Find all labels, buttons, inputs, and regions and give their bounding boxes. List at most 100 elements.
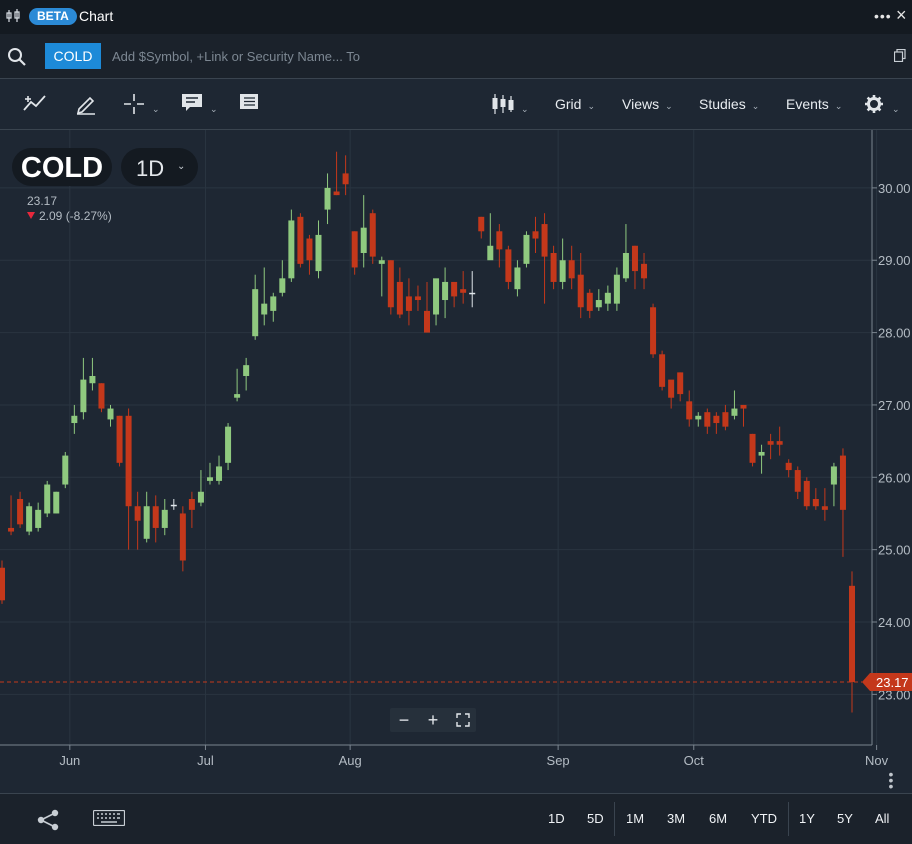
candle — [26, 502, 33, 536]
candle — [378, 256, 385, 297]
range-5d[interactable]: 5D — [587, 811, 604, 826]
candle-body — [234, 394, 241, 398]
candle-body — [713, 415, 720, 424]
candle-body — [785, 462, 792, 471]
candle — [98, 383, 105, 413]
search-input[interactable] — [104, 43, 450, 69]
candle-body — [387, 260, 394, 308]
search-icon[interactable] — [7, 47, 27, 67]
candle — [134, 491, 141, 550]
chevron-down-icon[interactable]: ⌄ — [521, 104, 529, 114]
candle-body — [261, 303, 268, 315]
candle — [740, 404, 747, 427]
candle — [613, 267, 620, 311]
candle — [794, 466, 801, 499]
candle-body — [279, 278, 286, 293]
symbol-chip[interactable]: COLD — [45, 43, 101, 69]
legend-interval: 1D — [136, 156, 164, 181]
candle-body — [568, 260, 575, 279]
candle — [8, 495, 15, 536]
candle — [188, 491, 195, 528]
chart-toolbar: ⌄ ⌄ ⌄ Grid ⌄ Views ⌄ Studies ⌄ Events ⌄ ⌄ — [0, 79, 912, 130]
gear-icon[interactable] — [865, 95, 883, 113]
candle — [62, 451, 69, 489]
candle-body — [152, 506, 159, 528]
candle-body — [80, 379, 87, 413]
candle — [225, 423, 232, 471]
draw-icon[interactable] — [75, 93, 97, 115]
candle-body — [650, 307, 657, 355]
candle — [478, 216, 485, 239]
annotation-icon[interactable] — [181, 93, 203, 113]
candle — [243, 357, 250, 391]
candlestick-chart[interactable]: 23.00 24.00 25.00 26.00 27.00 28.00 29.00 30.00… — [0, 130, 912, 793]
candle — [252, 274, 259, 340]
candle — [206, 462, 213, 485]
range-3m[interactable]: 3M — [667, 811, 686, 826]
candle — [550, 245, 557, 290]
table-icon[interactable] — [239, 93, 259, 111]
candle — [668, 379, 675, 409]
events-menu[interactable]: Events ⌄ — [786, 96, 843, 112]
candle — [659, 350, 666, 391]
candle — [541, 213, 548, 304]
candle — [650, 303, 657, 358]
candle — [297, 213, 304, 268]
studies-menu[interactable]: Studies ⌄ — [699, 96, 760, 112]
candle — [505, 245, 512, 290]
y-tick-label: 25.00 — [878, 543, 911, 558]
grid-menu[interactable]: Grid ⌄ — [555, 96, 595, 112]
range-all[interactable]: All — [875, 811, 890, 826]
crosshair-icon[interactable] — [123, 93, 145, 115]
candle — [405, 278, 412, 326]
range-ytd[interactable]: YTD — [751, 811, 777, 826]
more-vertical-icon[interactable]: • • • — [888, 766, 894, 794]
chevron-down-icon[interactable]: ⌄ — [210, 104, 218, 114]
candle — [722, 404, 729, 431]
keyboard-icon[interactable] — [93, 810, 125, 826]
range-1m[interactable]: 1M — [626, 811, 645, 826]
candle-body — [631, 245, 638, 272]
candle — [749, 433, 756, 467]
x-tick-label: Nov — [865, 753, 889, 768]
candle-body — [333, 191, 340, 196]
candle-body — [17, 499, 24, 525]
share-icon[interactable] — [36, 809, 60, 831]
zoom-in-button[interactable]: + — [428, 710, 439, 730]
candle-body — [98, 383, 105, 409]
range-6m[interactable]: 6M — [709, 811, 728, 826]
views-menu[interactable]: Views ⌄ — [622, 96, 673, 112]
more-horizontal-icon[interactable]: ••• — [874, 8, 892, 24]
close-icon[interactable]: × — [896, 5, 907, 25]
candle — [89, 357, 96, 391]
candlestick-icon[interactable] — [491, 93, 515, 115]
trendline-icon[interactable] — [22, 93, 48, 113]
candle — [387, 260, 394, 315]
range-5y[interactable]: 5Y — [837, 811, 853, 826]
legend-symbol-pill[interactable] — [12, 148, 112, 186]
chevron-down-icon[interactable]: ⌄ — [152, 104, 160, 114]
range-1d[interactable]: 1D — [548, 811, 565, 826]
chart-area[interactable]: 23.00 24.00 25.00 26.00 27.00 28.00 29.00 30.00… — [0, 130, 912, 793]
copy-icon[interactable] — [894, 49, 906, 62]
candle — [80, 357, 87, 420]
candle — [704, 408, 711, 434]
candle — [152, 495, 159, 543]
candle — [758, 444, 765, 474]
range-1y[interactable]: 1Y — [799, 811, 815, 826]
chevron-down-icon[interactable]: ⌄ — [177, 161, 185, 172]
zoom-controls: − + — [390, 708, 476, 732]
fullscreen-icon[interactable] — [456, 713, 470, 727]
candle-body — [604, 292, 611, 304]
candle-body — [179, 513, 186, 561]
candle — [451, 281, 458, 308]
candle — [577, 253, 584, 319]
candle-body — [821, 506, 828, 510]
candle-body — [659, 354, 666, 387]
candle-body — [216, 466, 223, 481]
interval-selector[interactable] — [121, 148, 198, 186]
candle — [803, 477, 810, 510]
zoom-out-button[interactable]: − — [399, 710, 410, 730]
chevron-down-icon[interactable]: ⌄ — [892, 104, 900, 114]
candle — [17, 491, 24, 528]
